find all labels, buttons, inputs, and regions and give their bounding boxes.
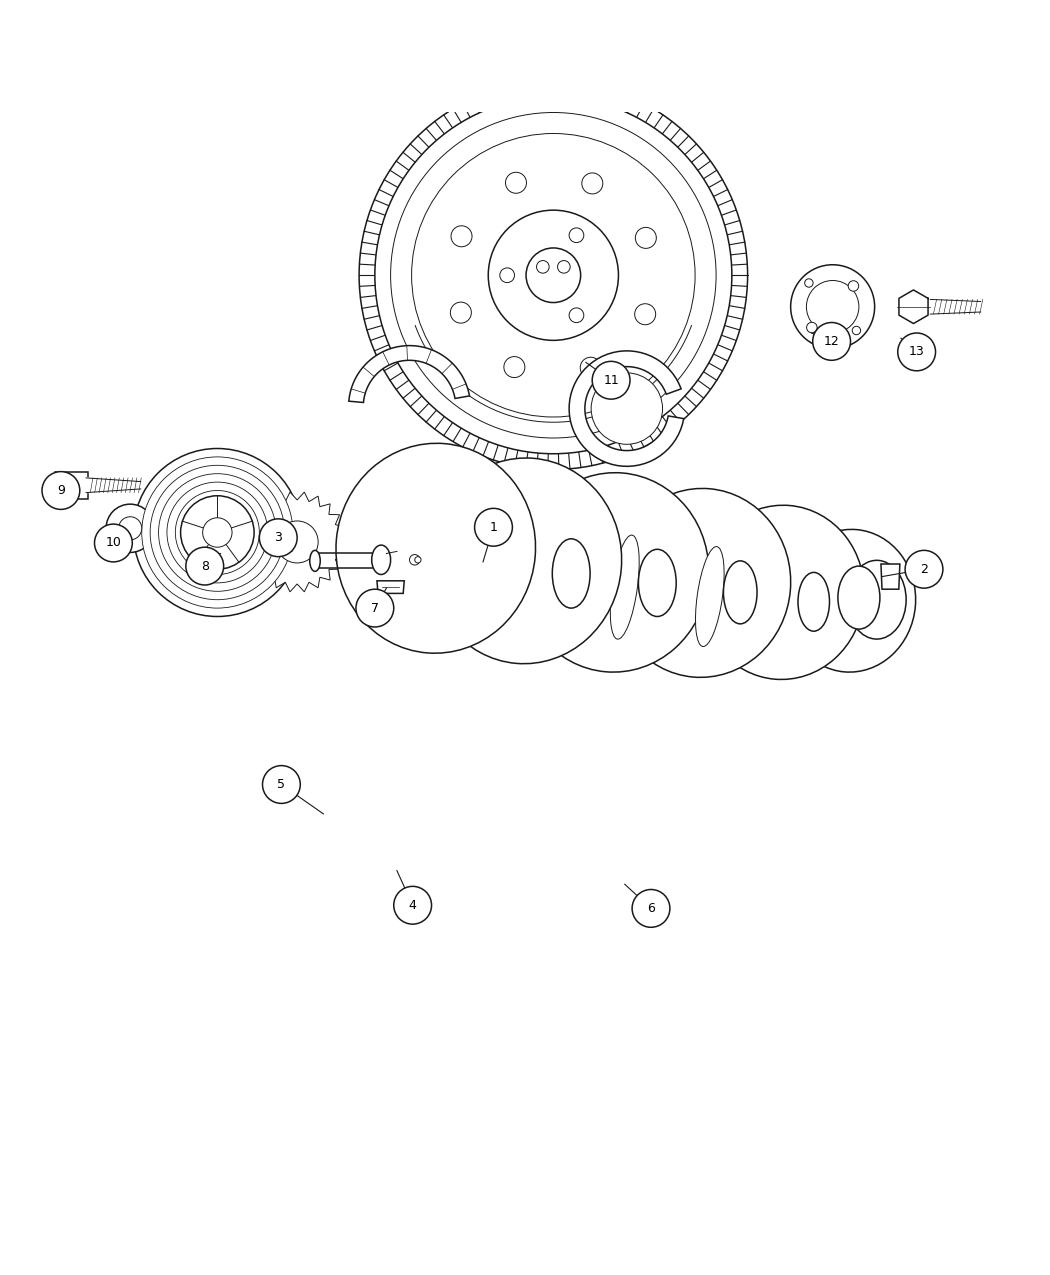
Text: 3: 3 <box>274 532 282 544</box>
Ellipse shape <box>428 458 622 664</box>
Circle shape <box>356 589 394 627</box>
Circle shape <box>159 474 276 592</box>
Ellipse shape <box>638 550 676 617</box>
Circle shape <box>475 509 512 546</box>
Circle shape <box>262 765 300 803</box>
Polygon shape <box>86 478 141 492</box>
Circle shape <box>133 449 301 617</box>
Circle shape <box>806 280 859 333</box>
Ellipse shape <box>695 547 724 646</box>
Text: 13: 13 <box>908 346 924 358</box>
Circle shape <box>804 279 813 287</box>
Text: 4: 4 <box>408 899 417 912</box>
Circle shape <box>634 303 655 325</box>
Ellipse shape <box>612 488 791 677</box>
Circle shape <box>591 372 663 444</box>
Polygon shape <box>384 481 503 537</box>
Circle shape <box>488 210 618 340</box>
Ellipse shape <box>520 473 709 672</box>
Circle shape <box>391 112 716 439</box>
Circle shape <box>181 496 254 569</box>
Ellipse shape <box>464 527 502 598</box>
Circle shape <box>632 890 670 927</box>
Circle shape <box>167 482 268 583</box>
Circle shape <box>791 265 875 349</box>
Text: 10: 10 <box>105 537 122 550</box>
Polygon shape <box>930 300 981 314</box>
Circle shape <box>410 555 420 565</box>
Circle shape <box>898 333 936 371</box>
Text: 9: 9 <box>57 484 65 497</box>
Circle shape <box>42 472 80 510</box>
Text: 7: 7 <box>371 602 379 615</box>
Ellipse shape <box>798 572 830 631</box>
Circle shape <box>526 247 581 302</box>
Circle shape <box>853 326 861 335</box>
Ellipse shape <box>847 560 906 639</box>
Text: 11: 11 <box>603 374 618 386</box>
Text: 8: 8 <box>201 560 209 572</box>
Circle shape <box>905 551 943 588</box>
Circle shape <box>259 519 297 557</box>
Circle shape <box>186 547 224 585</box>
Circle shape <box>500 268 514 283</box>
Text: 5: 5 <box>277 778 286 790</box>
Text: 2: 2 <box>920 562 928 576</box>
Polygon shape <box>569 351 684 467</box>
Circle shape <box>394 886 432 924</box>
Circle shape <box>359 82 748 469</box>
Circle shape <box>106 504 154 552</box>
Circle shape <box>412 134 695 417</box>
Ellipse shape <box>785 529 916 672</box>
Polygon shape <box>881 564 900 589</box>
Circle shape <box>635 227 656 249</box>
Circle shape <box>505 172 526 194</box>
Circle shape <box>537 260 549 273</box>
Ellipse shape <box>610 536 639 639</box>
Polygon shape <box>377 581 404 593</box>
FancyBboxPatch shape <box>55 472 88 499</box>
Circle shape <box>94 524 132 562</box>
Circle shape <box>592 361 630 399</box>
Circle shape <box>569 228 584 242</box>
Ellipse shape <box>700 505 864 680</box>
Circle shape <box>175 491 259 575</box>
Circle shape <box>276 521 318 564</box>
Polygon shape <box>899 289 928 324</box>
Circle shape <box>504 357 525 377</box>
Circle shape <box>452 226 472 247</box>
Circle shape <box>569 307 584 323</box>
Circle shape <box>582 173 603 194</box>
Circle shape <box>581 357 602 379</box>
Text: 12: 12 <box>823 335 840 348</box>
Circle shape <box>150 465 285 599</box>
Ellipse shape <box>384 518 422 592</box>
Circle shape <box>375 97 732 454</box>
Ellipse shape <box>310 551 320 571</box>
Circle shape <box>813 323 851 361</box>
Polygon shape <box>247 492 348 592</box>
Circle shape <box>203 518 232 547</box>
Circle shape <box>450 302 471 323</box>
Ellipse shape <box>522 523 553 631</box>
Text: 6: 6 <box>647 901 655 915</box>
Circle shape <box>415 557 421 564</box>
Polygon shape <box>349 346 469 403</box>
Ellipse shape <box>552 539 590 608</box>
Ellipse shape <box>723 561 757 623</box>
Ellipse shape <box>336 444 536 653</box>
Text: 1: 1 <box>489 520 498 534</box>
Circle shape <box>848 280 859 291</box>
Ellipse shape <box>372 546 391 575</box>
Circle shape <box>806 323 817 333</box>
Circle shape <box>142 456 293 608</box>
Circle shape <box>119 516 142 539</box>
Ellipse shape <box>437 509 470 623</box>
Ellipse shape <box>838 566 880 629</box>
Circle shape <box>558 260 570 273</box>
